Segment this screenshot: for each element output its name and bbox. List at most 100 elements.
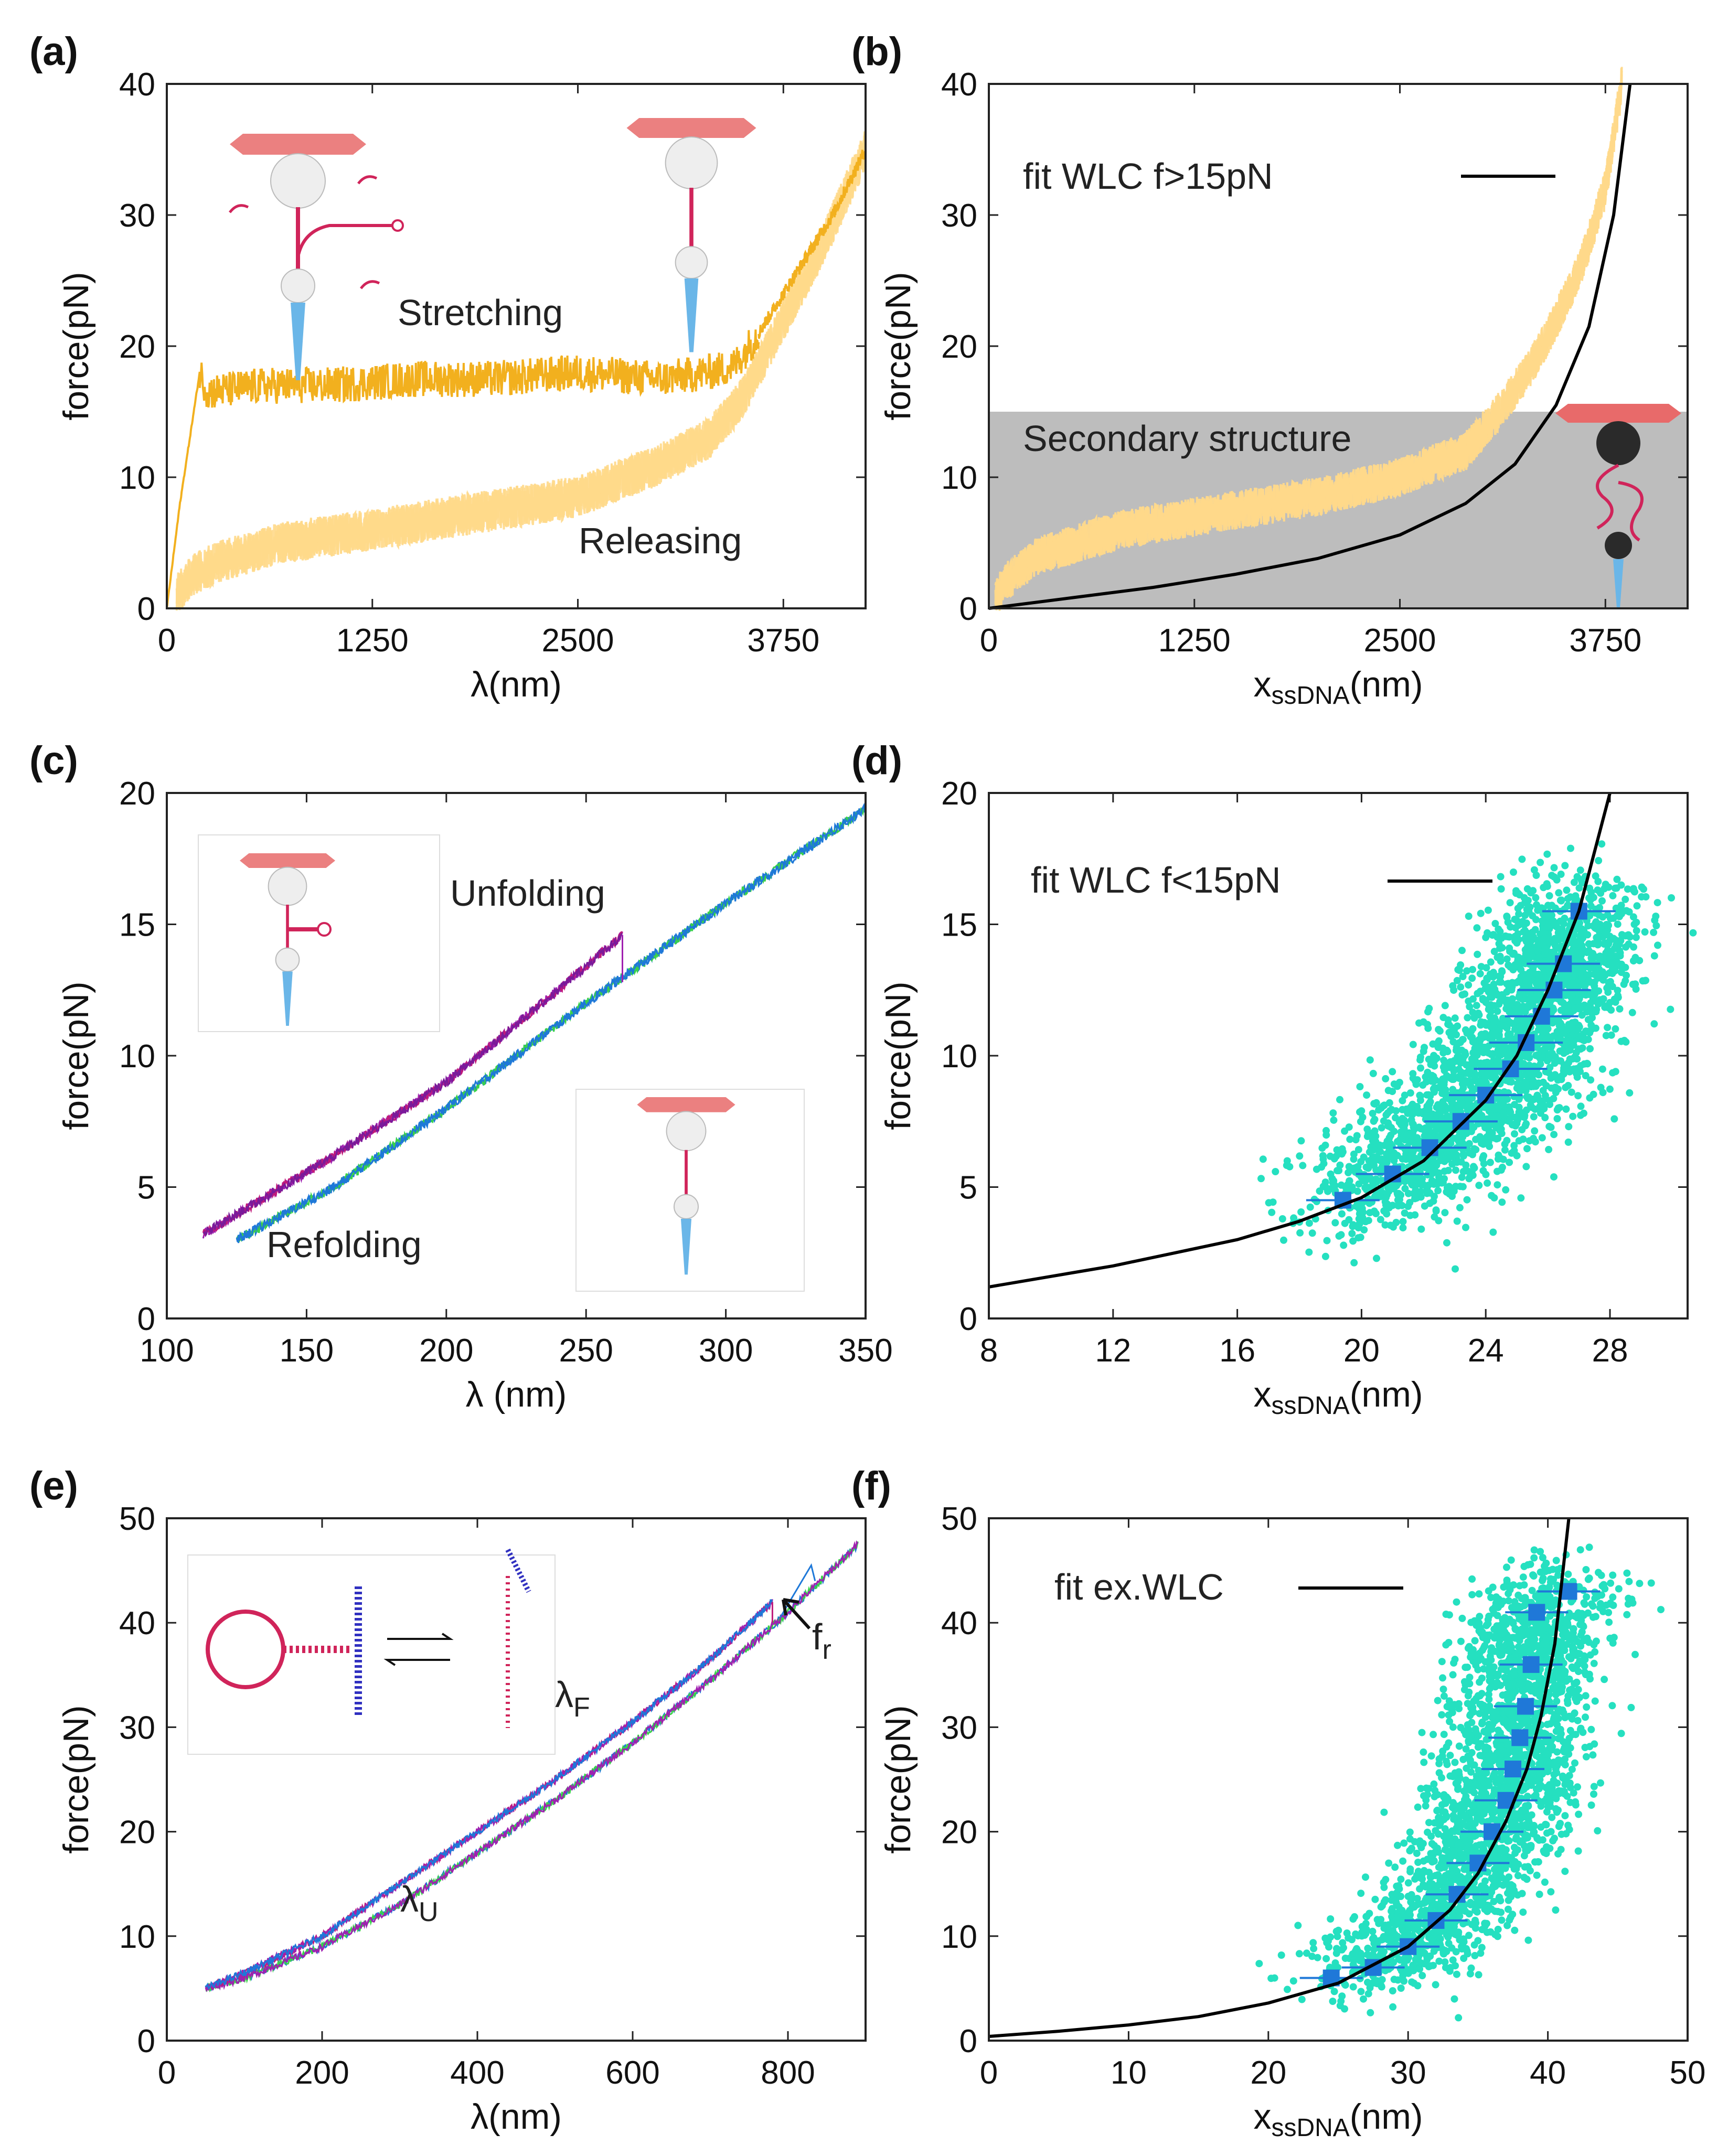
scatter-point bbox=[1564, 1138, 1572, 1146]
scatter-point bbox=[1629, 913, 1637, 921]
bead-top-shape bbox=[268, 866, 307, 906]
scatter-point bbox=[1530, 933, 1538, 941]
scatter-point bbox=[1569, 1026, 1576, 1033]
scatter-point bbox=[1505, 1117, 1512, 1125]
scatter-point bbox=[1568, 1765, 1576, 1773]
bead-top-shape bbox=[666, 1111, 707, 1152]
x-axis-label-sub: ssDNA bbox=[1271, 2114, 1349, 2142]
scatter-point bbox=[1422, 1802, 1430, 1810]
scatter-point bbox=[1310, 1945, 1318, 1953]
annotation-stretching: Stretching bbox=[398, 292, 563, 333]
scatter-point bbox=[1427, 1077, 1435, 1085]
scatter-point bbox=[1599, 995, 1607, 1003]
scatter-point bbox=[1367, 1143, 1375, 1151]
stretching-trace bbox=[198, 329, 760, 408]
scatter-point bbox=[1340, 1241, 1348, 1249]
scatter-point bbox=[1555, 1104, 1563, 1112]
y-tick-label: 10 bbox=[941, 1919, 977, 1955]
scatter-point bbox=[1406, 1089, 1414, 1097]
scatter-point bbox=[1432, 1206, 1440, 1214]
scatter-point bbox=[1623, 1569, 1631, 1577]
oligo-fragment-shape bbox=[357, 175, 378, 185]
scatter-point bbox=[1495, 1726, 1502, 1734]
scatter-point bbox=[1265, 1199, 1273, 1207]
scatter-point bbox=[1453, 1598, 1460, 1606]
scatter-point bbox=[1503, 1738, 1510, 1746]
scatter-point bbox=[1357, 1118, 1364, 1125]
scatter-point bbox=[1554, 1571, 1562, 1579]
bead-bottom-shape bbox=[673, 1194, 699, 1219]
scatter-point bbox=[1497, 885, 1505, 893]
scatter-point bbox=[1610, 1115, 1618, 1123]
scatter-point bbox=[1580, 1599, 1588, 1607]
scatter-point bbox=[1498, 1916, 1506, 1924]
x-tick-label: 200 bbox=[419, 1333, 473, 1369]
scatter-point bbox=[1576, 1005, 1584, 1013]
scatter-point bbox=[1341, 1127, 1349, 1135]
scatter-point bbox=[1370, 1939, 1378, 1947]
scatter-point bbox=[1450, 1067, 1458, 1075]
scatter-point bbox=[1321, 1252, 1329, 1260]
x-tick-label: 600 bbox=[605, 2055, 659, 2091]
scatter-point bbox=[1476, 1613, 1484, 1621]
scatter-point bbox=[1320, 1160, 1328, 1167]
scatter-point bbox=[1507, 963, 1514, 971]
scatter-points bbox=[1257, 840, 1697, 1273]
scatter-point bbox=[1534, 1092, 1542, 1100]
scatter-point bbox=[1409, 1129, 1417, 1136]
scatter-point bbox=[1591, 963, 1599, 971]
scatter-point bbox=[1562, 1105, 1570, 1113]
scatter-point bbox=[1480, 1665, 1488, 1673]
y-tick-label: 30 bbox=[119, 1710, 155, 1746]
annotation-fr-main: f bbox=[812, 1616, 823, 1657]
bead-top-shape bbox=[1596, 421, 1640, 465]
scatter-point bbox=[1587, 888, 1595, 896]
scatter-point bbox=[1545, 1145, 1553, 1153]
annotation-lambda-f: λF bbox=[555, 1674, 590, 1723]
scatter-point bbox=[1308, 1229, 1316, 1237]
scatter-point bbox=[1485, 1806, 1492, 1814]
scatter-point bbox=[1494, 1167, 1501, 1175]
scatter-point bbox=[1546, 1100, 1554, 1108]
scatter-point bbox=[1572, 1049, 1580, 1057]
scatter-point bbox=[1642, 893, 1650, 900]
scatter-point bbox=[1466, 1149, 1474, 1157]
scatter-point bbox=[1384, 1119, 1392, 1127]
scatter-point bbox=[1418, 1729, 1426, 1736]
scatter-point bbox=[1392, 1107, 1400, 1115]
scatter-point bbox=[1631, 1650, 1639, 1658]
scatter-point bbox=[1544, 902, 1552, 909]
scatter-point bbox=[1397, 1985, 1405, 1992]
scatter-point bbox=[1492, 1778, 1500, 1786]
scatter-point bbox=[1555, 1735, 1562, 1743]
scatter-point bbox=[1498, 1198, 1506, 1206]
scatter-point bbox=[1434, 1044, 1442, 1051]
scatter-point bbox=[1416, 1092, 1424, 1100]
scatter-point bbox=[1569, 1112, 1577, 1120]
scatter-point bbox=[1507, 1019, 1514, 1027]
scatter-point bbox=[1457, 1140, 1465, 1147]
scatter-point bbox=[1593, 934, 1601, 941]
scatter-point bbox=[1446, 1139, 1454, 1146]
scatter-point bbox=[1405, 1954, 1412, 1961]
scatter-point bbox=[1558, 1006, 1565, 1014]
scatter-point bbox=[1552, 1084, 1559, 1091]
scatter-point bbox=[1537, 1060, 1544, 1068]
scatter-point bbox=[1606, 999, 1614, 1006]
scatter-point bbox=[1602, 1032, 1610, 1039]
scatter-point bbox=[1278, 1215, 1286, 1222]
series-unfolded bbox=[205, 1540, 859, 1992]
scatter-point bbox=[1469, 1049, 1477, 1057]
scatter-point bbox=[1586, 912, 1594, 920]
x-axis-label-sub: ssDNA bbox=[1271, 1392, 1349, 1420]
scatter-point bbox=[1494, 1181, 1501, 1189]
scatter-point bbox=[1453, 1970, 1460, 1978]
y-tick-label: 10 bbox=[941, 1038, 977, 1075]
scatter-point bbox=[1566, 1726, 1574, 1734]
scatter-point bbox=[1578, 1044, 1586, 1052]
x-axis-label-sub: ssDNA bbox=[1271, 682, 1349, 710]
oligo-fragment-shape bbox=[360, 280, 380, 289]
scatter-point bbox=[1402, 1155, 1410, 1163]
scatter-point bbox=[1460, 1938, 1468, 1946]
